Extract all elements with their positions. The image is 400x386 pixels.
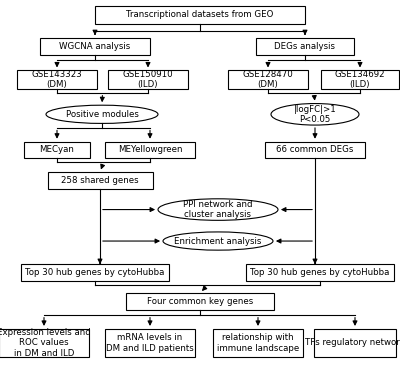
FancyBboxPatch shape: [95, 6, 305, 24]
FancyBboxPatch shape: [213, 329, 303, 357]
Text: Expression levels and
ROC values
in DM and ILD: Expression levels and ROC values in DM a…: [0, 328, 91, 358]
FancyBboxPatch shape: [0, 329, 89, 357]
FancyBboxPatch shape: [40, 38, 150, 55]
Text: GSE134692
(ILD): GSE134692 (ILD): [335, 70, 385, 89]
Ellipse shape: [46, 105, 158, 124]
Text: WGCNA analysis: WGCNA analysis: [59, 42, 131, 51]
FancyBboxPatch shape: [321, 70, 399, 89]
Text: GSE150910
(ILD): GSE150910 (ILD): [123, 70, 173, 89]
Text: Positive modules: Positive modules: [66, 110, 138, 119]
Text: GSE143323
(DM): GSE143323 (DM): [32, 70, 82, 89]
FancyBboxPatch shape: [24, 142, 90, 158]
Text: Enrichment analysis: Enrichment analysis: [174, 237, 262, 245]
FancyBboxPatch shape: [265, 142, 365, 158]
FancyBboxPatch shape: [21, 264, 169, 281]
Text: MECyan: MECyan: [40, 146, 74, 154]
Text: TFs regulatory network: TFs regulatory network: [305, 339, 400, 347]
Text: relationship with
immune landscape: relationship with immune landscape: [217, 333, 299, 353]
Text: Top 30 hub genes by cytoHubba: Top 30 hub genes by cytoHubba: [25, 268, 165, 277]
Ellipse shape: [158, 199, 278, 220]
FancyBboxPatch shape: [126, 293, 274, 310]
FancyBboxPatch shape: [228, 70, 308, 89]
FancyBboxPatch shape: [17, 70, 97, 89]
Text: |logFC|>1
P<0.05: |logFC|>1 P<0.05: [294, 105, 336, 124]
Text: 258 shared genes: 258 shared genes: [61, 176, 139, 185]
FancyBboxPatch shape: [105, 142, 195, 158]
FancyBboxPatch shape: [48, 172, 152, 189]
Text: Transcriptional datasets from GEO: Transcriptional datasets from GEO: [126, 10, 274, 19]
Ellipse shape: [163, 232, 273, 250]
Text: MEYellowgreen: MEYellowgreen: [118, 146, 182, 154]
Ellipse shape: [271, 103, 359, 125]
Text: Four common key genes: Four common key genes: [147, 297, 253, 306]
FancyBboxPatch shape: [246, 264, 394, 281]
Text: Top 30 hub genes by cytoHubba: Top 30 hub genes by cytoHubba: [250, 268, 390, 277]
FancyBboxPatch shape: [256, 38, 354, 55]
Text: mRNA levels in
DM and ILD patients: mRNA levels in DM and ILD patients: [106, 333, 194, 353]
FancyBboxPatch shape: [108, 70, 188, 89]
FancyBboxPatch shape: [314, 329, 396, 357]
Text: PPI network and
cluster analysis: PPI network and cluster analysis: [183, 200, 253, 219]
FancyBboxPatch shape: [105, 329, 195, 357]
Text: GSE128470
(DM): GSE128470 (DM): [243, 70, 293, 89]
Text: DEGs analysis: DEGs analysis: [274, 42, 336, 51]
Text: 66 common DEGs: 66 common DEGs: [276, 146, 354, 154]
